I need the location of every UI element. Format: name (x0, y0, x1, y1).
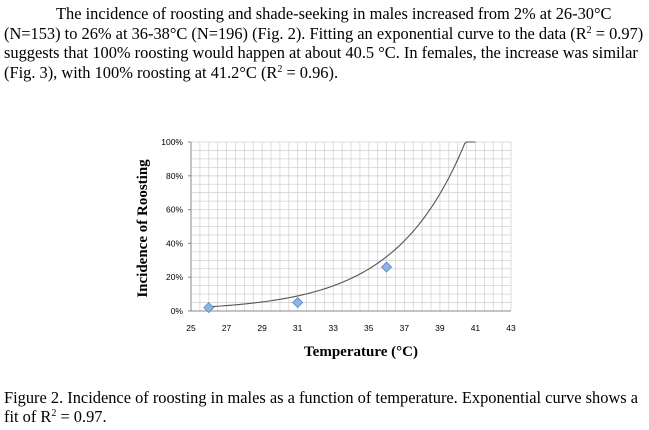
x-tick-label: 37 (400, 323, 410, 333)
figure-caption: Figure 2. Incidence of roosting in males… (4, 388, 639, 426)
chart-gridlines (190, 141, 512, 312)
x-tick-labels: 25 27 29 31 33 35 37 39 41 43 (186, 323, 516, 333)
y-tick-label: 0% (171, 306, 184, 316)
y-tick-label: 60% (166, 205, 183, 215)
x-tick-label: 29 (257, 323, 267, 333)
roosting-chart: 0%20%40%60%80%100% 25 27 29 31 33 35 37 39 41 43 … (135, 137, 516, 360)
x-tick-label: 27 (222, 323, 232, 333)
data-point (292, 296, 304, 309)
data-points (203, 261, 393, 314)
y-tick-label: 80% (166, 171, 183, 181)
x-tick-label: 31 (293, 323, 303, 333)
y-tick-labels: 0% 20% 40% 60% 80% 100% (161, 137, 191, 316)
data-point (203, 302, 215, 314)
body-paragraph: The incidence of roosting and shade-seek… (4, 4, 644, 82)
x-tick-label: 41 (471, 323, 481, 333)
y-axis-label: Incidence of Roosting (135, 159, 151, 298)
x-tick-label: 39 (435, 323, 445, 333)
exponential-trendline (208, 141, 476, 308)
x-tick-label: 35 (364, 323, 374, 333)
x-tick-label: 33 (328, 323, 338, 333)
x-axis-label: Temperature (°C) (304, 344, 418, 360)
chart-axes (190, 142, 511, 312)
x-tick-label: 43 (506, 323, 516, 333)
y-tick-label: 20% (166, 272, 183, 282)
data-point (380, 261, 393, 273)
y-tick-label: 100% (161, 137, 183, 147)
y-tick-label: 40% (166, 238, 183, 248)
x-tick-label: 25 (186, 323, 196, 333)
